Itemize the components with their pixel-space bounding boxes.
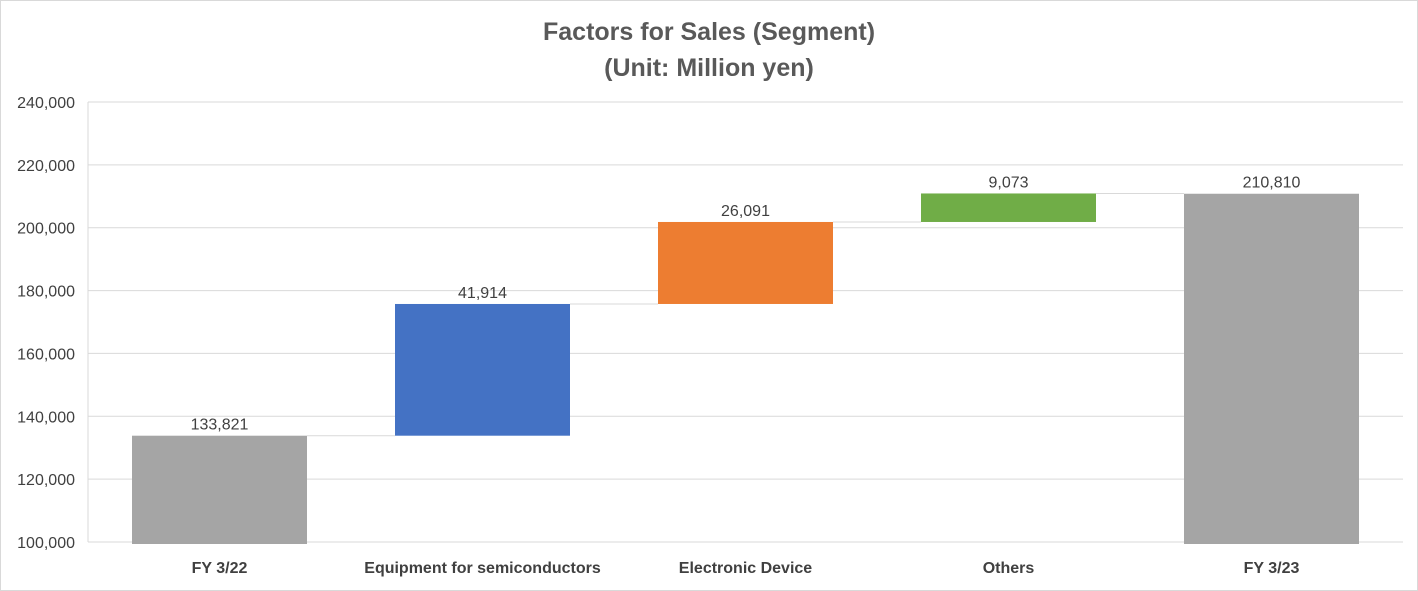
x-tick-label: Electronic Device [679,560,813,577]
y-tick-label: 160,000 [17,346,75,363]
bar-3 [658,221,833,304]
y-tick-label: 140,000 [17,409,75,426]
data-label: 41,914 [458,285,507,302]
data-label: 9,073 [988,174,1028,191]
y-tick-label: 200,000 [17,221,75,238]
x-tick-label: Equipment for semiconductors [364,560,601,577]
x-tick-label: FY 3/22 [192,560,248,577]
bar-5 [1184,193,1359,545]
data-labels: 133,821 41,914 26,091 9,073 210,810 [191,174,1301,433]
x-axis: FY 3/22 Equipment for semiconductors Elect… [192,560,1300,577]
x-tick-label: Others [983,560,1035,577]
y-tick-label: 120,000 [17,472,75,489]
y-axis: 100,000 120,000 140,000 160,000 180,000 200,0… [17,95,89,552]
data-label: 210,810 [1243,175,1301,192]
y-tick-label: 220,000 [17,158,75,175]
bar-1 [132,435,307,544]
y-tick-label: 100,000 [17,535,75,552]
bars [132,193,1359,545]
y-tick-label: 180,000 [17,284,75,301]
chart-title: Factors for Sales (Segment) [543,18,875,46]
data-label: 26,091 [721,203,770,220]
bar-2 [395,303,570,436]
bar-4 [921,193,1096,222]
x-tick-label: FY 3/23 [1244,560,1300,577]
chart-subtitle: (Unit: Million yen) [604,54,814,82]
data-label: 133,821 [191,417,249,434]
connector-lines [307,192,1184,437]
y-tick-label: 240,000 [17,95,75,112]
